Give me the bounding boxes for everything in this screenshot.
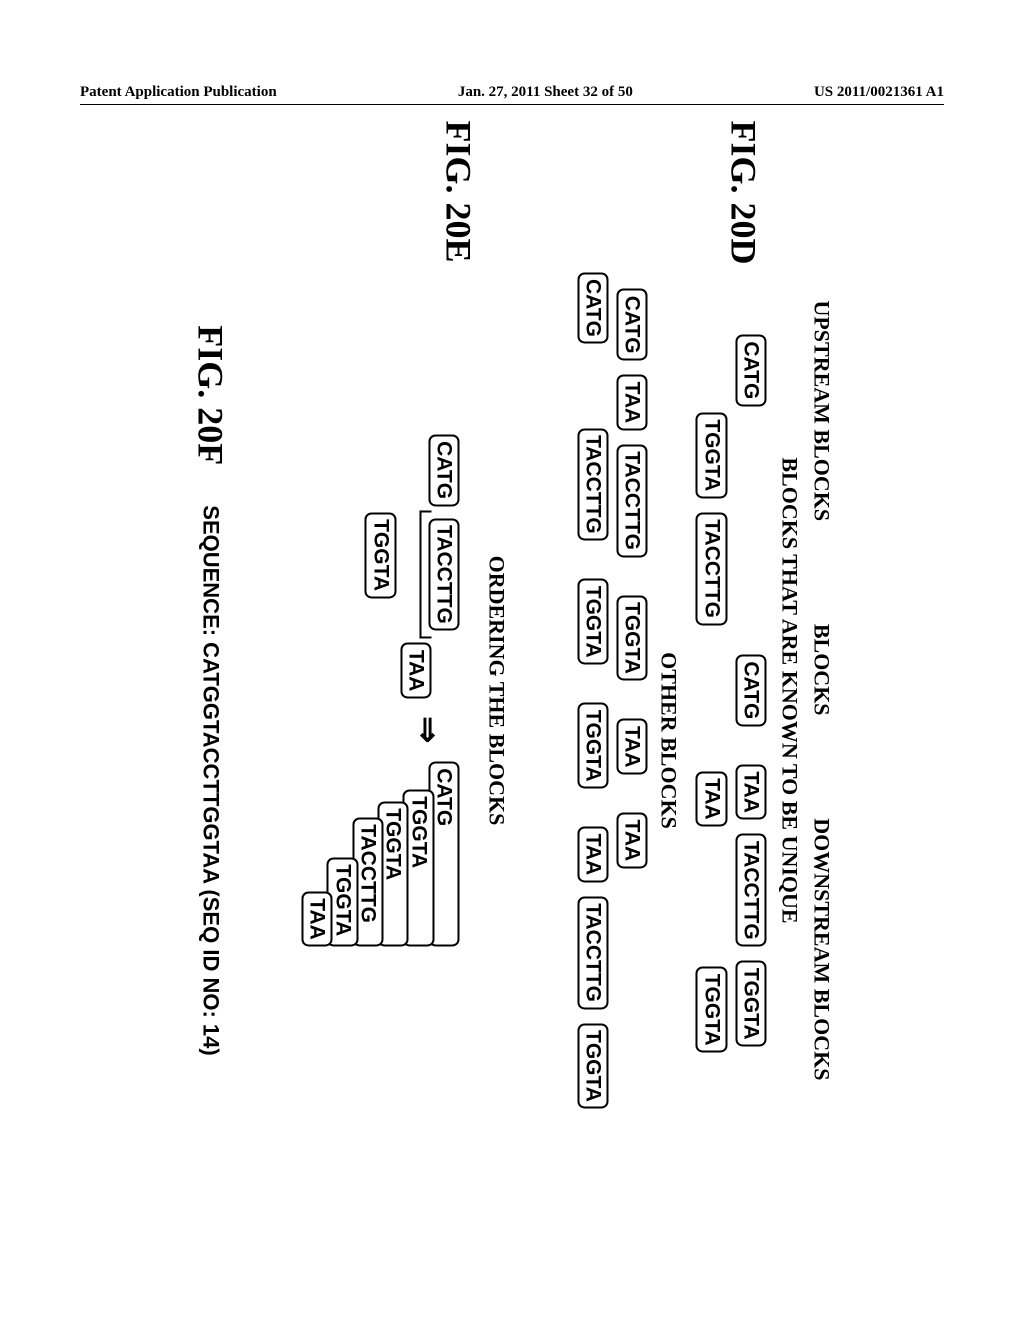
other-blocks-heading: OTHER BLOCKS [656, 290, 682, 1190]
seq-block: TACCTTG [577, 896, 608, 1009]
seq-block: TGGTA [696, 966, 727, 1052]
unique-blocks-heading: BLOCKS THAT ARE KNOWN TO BE UNIQUE [776, 190, 802, 1190]
content-area: FIG. 20D UPSTREAM BLOCKS BLOCKS DOWNSTRE… [0, 150, 1024, 1230]
ordering-input-mid: TGGTA [365, 512, 396, 598]
upstream-group: CATG XXX TACCTTG [577, 272, 608, 541]
seq-block: TACCTTG [617, 444, 648, 557]
seq-block: TACCTTG [577, 428, 608, 541]
seq-block-center: TGGTA [617, 595, 648, 681]
column-headers: UPSTREAM BLOCKS BLOCKS DOWNSTREAM BLOCKS [808, 300, 834, 1080]
ordering-heading: ORDERING THE BLOCKS [483, 555, 509, 825]
seq-block: TAA [696, 771, 727, 827]
downstream-group: TAA XXXXXXX TGGTA [696, 771, 727, 1053]
arrow-icon: ⇒ [409, 716, 447, 743]
seq-block: CATG [428, 434, 459, 506]
header-right: US 2011/0021361 A1 [814, 84, 944, 101]
seq-block: CATG [617, 288, 648, 360]
seq-block: TAA [400, 642, 431, 698]
seq-block: TACCTTG [696, 512, 727, 625]
unique-row: CATG XXXX XXXXXXX CATG TAA TACCTTG TGGTA [735, 190, 766, 1190]
ordering-input-top: CATG TACCTTG TAA [400, 434, 459, 698]
seq-block: TGGTA [577, 702, 608, 788]
figure-20d: FIG. 20D UPSTREAM BLOCKS BLOCKS DOWNSTRE… [569, 190, 834, 1190]
header-rule [80, 104, 944, 105]
downstream-group: TAA TACCTTG TGGTA [735, 764, 766, 1046]
ordering-content: CATG TACCTTG TAA [302, 434, 460, 947]
figure-20e-label: FIG. 20E [437, 120, 479, 262]
seq-block: TAA [302, 891, 333, 947]
figure-20e: FIG. 20E ORDERING THE BLOCKS CATG [302, 190, 510, 1190]
figure-20f: FIG. 20F SEQUENCE: CATGGTACCTTGGTAA (SEQ… [190, 190, 232, 1190]
seq-block: TGGTA [735, 960, 766, 1046]
bracket-right: TAA [400, 642, 431, 698]
seq-block-center: CATG [735, 654, 766, 726]
seq-block: TGGTA [577, 1023, 608, 1109]
col-header-upstream: UPSTREAM BLOCKS [808, 300, 834, 521]
seq-block: TAA [617, 374, 648, 430]
seq-block: TGGTA [365, 512, 396, 598]
seq-block: TAA [617, 718, 648, 774]
seq-block: TAA [617, 812, 648, 868]
col-header-downstream: DOWNSTREAM BLOCKS [808, 818, 834, 1080]
bracket-center: TACCTTG [428, 518, 459, 631]
header-left: Patent Application Publication [80, 84, 277, 101]
page-header: Patent Application Publication Jan. 27, … [0, 84, 1024, 101]
bracket-line [419, 574, 431, 638]
other-row: CATG XXX TACCTTG TGGTA TGGTA TAA TACCTTG… [577, 190, 608, 1190]
downstream-group: TAA TACCTTG TGGTA [577, 826, 608, 1108]
downstream-group: TAA XXXXXXX XXXXX [617, 812, 648, 1092]
other-row: CATG TAA TACCTTG TGGTA TAA TAA XXXXXXX X… [617, 190, 648, 1190]
unique-row: XXXX TGGTA TACCTTG XXXX TAA XXXXXXX TGGT… [696, 190, 727, 1190]
ordering-cascade: CATG TGGTA TGGTA TACCTTG TGGTA TAA [302, 761, 460, 947]
ordering-input: CATG TACCTTG TAA [365, 434, 460, 698]
seq-block-center: TGGTA [577, 578, 608, 664]
page: Patent Application Publication Jan. 27, … [0, 0, 1024, 1320]
figure-20d-label: FIG. 20D [722, 120, 764, 264]
seq-block: TACCTTG [428, 518, 459, 631]
col-header-blocks: BLOCKS [808, 623, 834, 715]
figure-20f-label: FIG. 20F [190, 325, 232, 465]
sequence-text: SEQUENCE: CATGGTACCTTGGTAA (SEQ ID NO: 1… [198, 505, 224, 1055]
diagram: FIG. 20D UPSTREAM BLOCKS BLOCKS DOWNSTRE… [190, 190, 835, 1190]
seq-block: TACCTTG [735, 833, 766, 946]
seq-block: TAA [577, 826, 608, 882]
seq-block: TGGTA [696, 412, 727, 498]
seq-block: TAA [735, 764, 766, 820]
figure-20e-body: ORDERING THE BLOCKS CATG TACCTTG [302, 434, 510, 947]
header-center: Jan. 27, 2011 Sheet 32 of 50 [458, 84, 633, 101]
bracket-line [419, 510, 431, 574]
seq-block: CATG [577, 272, 608, 344]
upstream-group: CATG XXXX XXXXXXX [735, 334, 766, 616]
upstream-group: XXXX TGGTA TACCTTG [696, 328, 727, 625]
upstream-group: CATG TAA TACCTTG [617, 288, 648, 556]
rotated-diagram: FIG. 20D UPSTREAM BLOCKS BLOCKS DOWNSTRE… [190, 190, 835, 1190]
seq-block: CATG [735, 334, 766, 406]
bracket-left: CATG [428, 434, 459, 506]
